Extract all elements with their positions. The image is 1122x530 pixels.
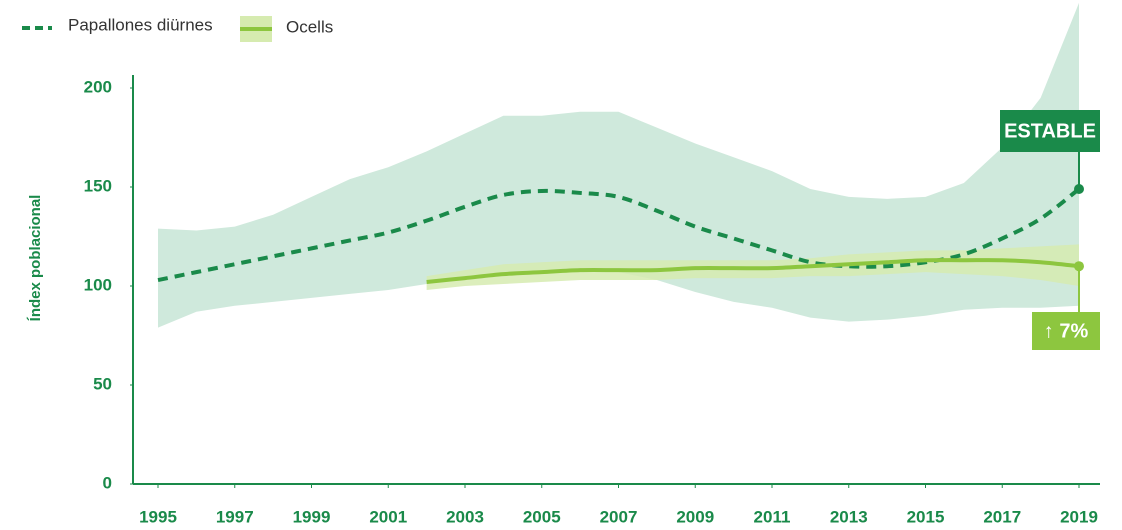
x-tick-label: 1999 [293, 507, 331, 526]
annotation-text: ↑ 7% [1044, 320, 1089, 342]
x-tick-label: 2001 [369, 507, 407, 526]
confidence-band [158, 2, 1079, 328]
y-axis-label: Índex poblacional [27, 195, 44, 322]
x-tick-label: 1997 [216, 507, 254, 526]
x-tick-label: 2013 [830, 507, 868, 526]
x-tick-label: 2007 [600, 507, 638, 526]
x-tick-label: 2011 [754, 507, 791, 526]
x-tick-label: 2005 [523, 507, 561, 526]
y-tick-label: 150 [84, 176, 112, 195]
series-line [426, 258, 1080, 285]
end-point [1074, 261, 1084, 272]
x-tick-label: 2009 [676, 507, 714, 526]
y-tick-label: 50 [93, 374, 112, 393]
x-tick-label: 2019 [1060, 507, 1098, 526]
annotation-box [1032, 312, 1100, 350]
y-tick-label: 100 [84, 275, 112, 294]
annotation-text: ESTABLE [1004, 120, 1096, 142]
plot [157, 2, 1081, 328]
x-tick-label: 1995 [139, 507, 177, 526]
x-tick-label: 2017 [983, 507, 1021, 526]
annotation-box [1000, 110, 1100, 152]
end-point [1074, 183, 1084, 194]
legend-label: Ocells [286, 17, 333, 36]
y-tick-label: 0 [103, 473, 112, 492]
y-tick-label: 200 [84, 77, 112, 96]
legend-label: Papallones diürnes [68, 15, 213, 34]
x-tick-label: 2015 [907, 507, 945, 526]
x-tick-label: 2003 [446, 507, 484, 526]
